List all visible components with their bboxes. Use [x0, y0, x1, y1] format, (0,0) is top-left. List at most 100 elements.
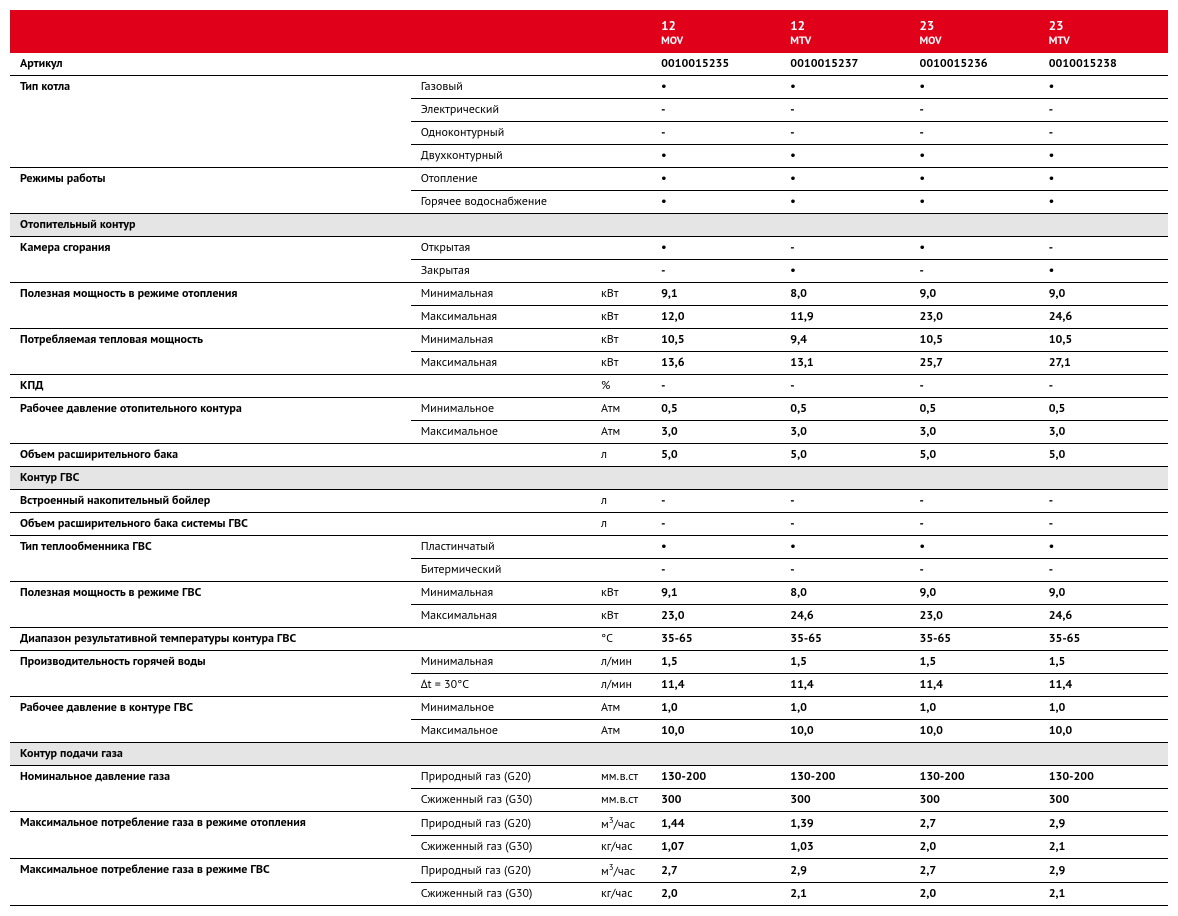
- value-cell: 1,44: [651, 811, 780, 835]
- value-cell: 2,9: [780, 858, 909, 882]
- value-cell: -: [1039, 512, 1168, 535]
- value-cell: -: [780, 512, 909, 535]
- value-cell: •: [910, 236, 1039, 259]
- value-cell: 35-65: [780, 627, 909, 650]
- value-cell: 2,1: [1039, 882, 1168, 905]
- subparam-label: Максимальная: [411, 305, 591, 328]
- param-label: Полезная мощность в режиме отопления: [10, 282, 411, 328]
- header-cell-0: [10, 10, 411, 53]
- table-row: Объем расширительного бакал5,05,05,05,0: [10, 443, 1168, 466]
- value-cell: •: [1039, 535, 1168, 558]
- subparam-label: Сжиженный газ (G30): [411, 788, 591, 811]
- value-cell: •: [651, 75, 780, 98]
- value-cell: 3,0: [651, 420, 780, 443]
- value-cell: -: [910, 512, 1039, 535]
- header-cell-5: 23MOV: [910, 10, 1039, 53]
- value-cell: 10,0: [651, 719, 780, 742]
- value-cell: 0010015235: [651, 53, 780, 76]
- unit-label: л: [591, 512, 651, 535]
- value-cell: 2,7: [651, 858, 780, 882]
- param-label: Артикул: [10, 53, 651, 76]
- param-label: Рабочее давление в контуре ГВС: [10, 696, 411, 742]
- value-cell: 1,5: [780, 650, 909, 673]
- unit-label: м3/час: [591, 858, 651, 882]
- param-label: Потребляемая тепловая мощность: [10, 328, 411, 374]
- value-cell: 10,0: [780, 719, 909, 742]
- subparam-label: Пластинчатый: [411, 535, 651, 558]
- value-cell: -: [1039, 558, 1168, 581]
- value-cell: 1,03: [780, 835, 909, 858]
- subparam-label: Природный газ (G20): [411, 765, 591, 788]
- param-label: Режимы работы: [10, 167, 411, 213]
- value-cell: 2,0: [910, 882, 1039, 905]
- table-row: КПД%----: [10, 374, 1168, 397]
- spec-table: 12MOV12MTV23MOV23MTV Артикул001001523500…: [10, 10, 1168, 906]
- value-cell: -: [1039, 98, 1168, 121]
- value-cell: 10,5: [1039, 328, 1168, 351]
- unit-label: л/мин: [591, 673, 651, 696]
- value-cell: •: [910, 535, 1039, 558]
- value-cell: •: [780, 259, 909, 282]
- value-cell: •: [1039, 75, 1168, 98]
- value-cell: •: [651, 236, 780, 259]
- table-row: Полезная мощность в режиме отопленияМини…: [10, 282, 1168, 305]
- value-cell: 8,0: [780, 581, 909, 604]
- value-cell: 9,0: [1039, 581, 1168, 604]
- value-cell: -: [1039, 121, 1168, 144]
- param-label: Объем расширительного бака системы ГВС: [10, 512, 591, 535]
- unit-label: л: [591, 443, 651, 466]
- value-cell: 11,4: [1039, 673, 1168, 696]
- value-cell: -: [910, 558, 1039, 581]
- value-cell: 0,5: [910, 397, 1039, 420]
- table-row: Рабочее давление в контуре ГВСМинимально…: [10, 696, 1168, 719]
- value-cell: 11,4: [780, 673, 909, 696]
- unit-label: кВт: [591, 351, 651, 374]
- unit-label: %: [591, 374, 651, 397]
- value-cell: -: [651, 121, 780, 144]
- header-cell-1: [411, 10, 591, 53]
- value-cell: •: [651, 535, 780, 558]
- value-cell: -: [780, 98, 909, 121]
- value-cell: -: [651, 259, 780, 282]
- value-cell: -: [780, 374, 909, 397]
- value-cell: -: [780, 121, 909, 144]
- param-label: Номинальное давление газа: [10, 765, 411, 811]
- value-cell: 0,5: [1039, 397, 1168, 420]
- value-cell: •: [910, 167, 1039, 190]
- value-cell: 13,6: [651, 351, 780, 374]
- unit-label: Атм: [591, 397, 651, 420]
- value-cell: 5,0: [780, 443, 909, 466]
- value-cell: 2,9: [1039, 811, 1168, 835]
- param-label: Диапазон результативной температуры конт…: [10, 627, 591, 650]
- value-cell: 23,0: [910, 305, 1039, 328]
- subparam-label: Одноконтурный: [411, 121, 651, 144]
- value-cell: •: [1039, 190, 1168, 213]
- table-row: Режимы работыОтопление••••: [10, 167, 1168, 190]
- value-cell: -: [651, 98, 780, 121]
- table-header: 12MOV12MTV23MOV23MTV: [10, 10, 1168, 53]
- header-cell-4: 12MTV: [780, 10, 909, 53]
- value-cell: 5,0: [651, 443, 780, 466]
- value-cell: •: [780, 535, 909, 558]
- value-cell: 2,1: [780, 882, 909, 905]
- header-cell-2: [591, 10, 651, 53]
- value-cell: -: [1039, 489, 1168, 512]
- value-cell: 27,1: [1039, 351, 1168, 374]
- unit-label: кВт: [591, 282, 651, 305]
- param-label: Полезная мощность в режиме ГВС: [10, 581, 411, 627]
- value-cell: 25,7: [910, 351, 1039, 374]
- value-cell: 300: [910, 788, 1039, 811]
- value-cell: •: [910, 75, 1039, 98]
- value-cell: 300: [1039, 788, 1168, 811]
- subparam-label: Горячее водоснабжение: [411, 190, 651, 213]
- value-cell: 1,5: [910, 650, 1039, 673]
- param-label: Максимальное потребление газа в режиме о…: [10, 811, 411, 858]
- unit-label: кВт: [591, 604, 651, 627]
- table-row: Тип теплообменника ГВСПластинчатый••••: [10, 535, 1168, 558]
- param-label: Максимальное потребление газа в режиме Г…: [10, 858, 411, 905]
- subparam-label: Природный газ (G20): [411, 858, 591, 882]
- section-label: Контур подачи газа: [10, 742, 1168, 765]
- value-cell: •: [910, 144, 1039, 167]
- value-cell: -: [910, 489, 1039, 512]
- table-row: Камера сгоранияОткрытая•-•-: [10, 236, 1168, 259]
